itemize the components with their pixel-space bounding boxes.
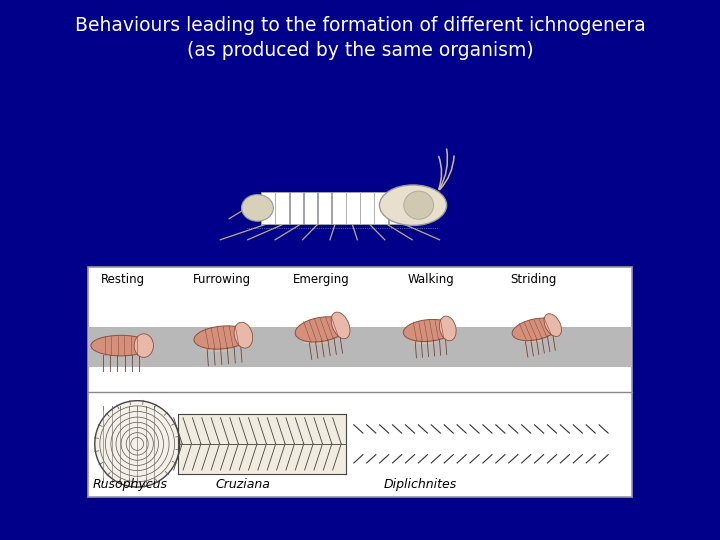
Text: Rusophycus: Rusophycus (93, 478, 168, 491)
Ellipse shape (134, 334, 153, 357)
Bar (304, 192, 318, 224)
Ellipse shape (95, 401, 180, 487)
Text: Striding: Striding (510, 273, 557, 286)
Ellipse shape (234, 322, 253, 348)
Ellipse shape (331, 312, 350, 339)
Ellipse shape (519, 339, 543, 342)
Bar (318, 192, 331, 224)
Ellipse shape (404, 191, 433, 219)
Ellipse shape (295, 317, 347, 342)
Bar (374, 192, 388, 224)
Bar (402, 192, 416, 224)
Ellipse shape (512, 318, 559, 341)
Text: Emerging: Emerging (293, 273, 349, 286)
Ellipse shape (544, 314, 562, 336)
Bar (88, 327, 632, 367)
Bar (360, 192, 374, 224)
Text: Behaviours leading to the formation of different ichnogenera
(as produced by the: Behaviours leading to the formation of d… (75, 16, 645, 60)
Ellipse shape (194, 326, 250, 349)
Ellipse shape (379, 185, 446, 226)
Text: Walking: Walking (408, 273, 454, 286)
Text: Diplichnites: Diplichnites (384, 478, 456, 491)
Ellipse shape (91, 335, 151, 356)
Ellipse shape (202, 348, 230, 352)
Bar (346, 192, 360, 224)
Bar (261, 192, 275, 224)
Ellipse shape (241, 194, 274, 221)
Ellipse shape (439, 316, 456, 341)
Bar (389, 192, 402, 224)
Bar (88, 267, 632, 497)
Text: Furrowing: Furrowing (193, 273, 251, 286)
Bar (178, 414, 346, 474)
Bar (276, 192, 289, 224)
Ellipse shape (411, 340, 436, 345)
Text: Cruziana: Cruziana (216, 478, 271, 491)
Bar (289, 192, 303, 224)
Bar (332, 192, 346, 224)
Ellipse shape (302, 340, 329, 345)
Ellipse shape (403, 320, 454, 341)
Text: Resting: Resting (101, 273, 145, 286)
